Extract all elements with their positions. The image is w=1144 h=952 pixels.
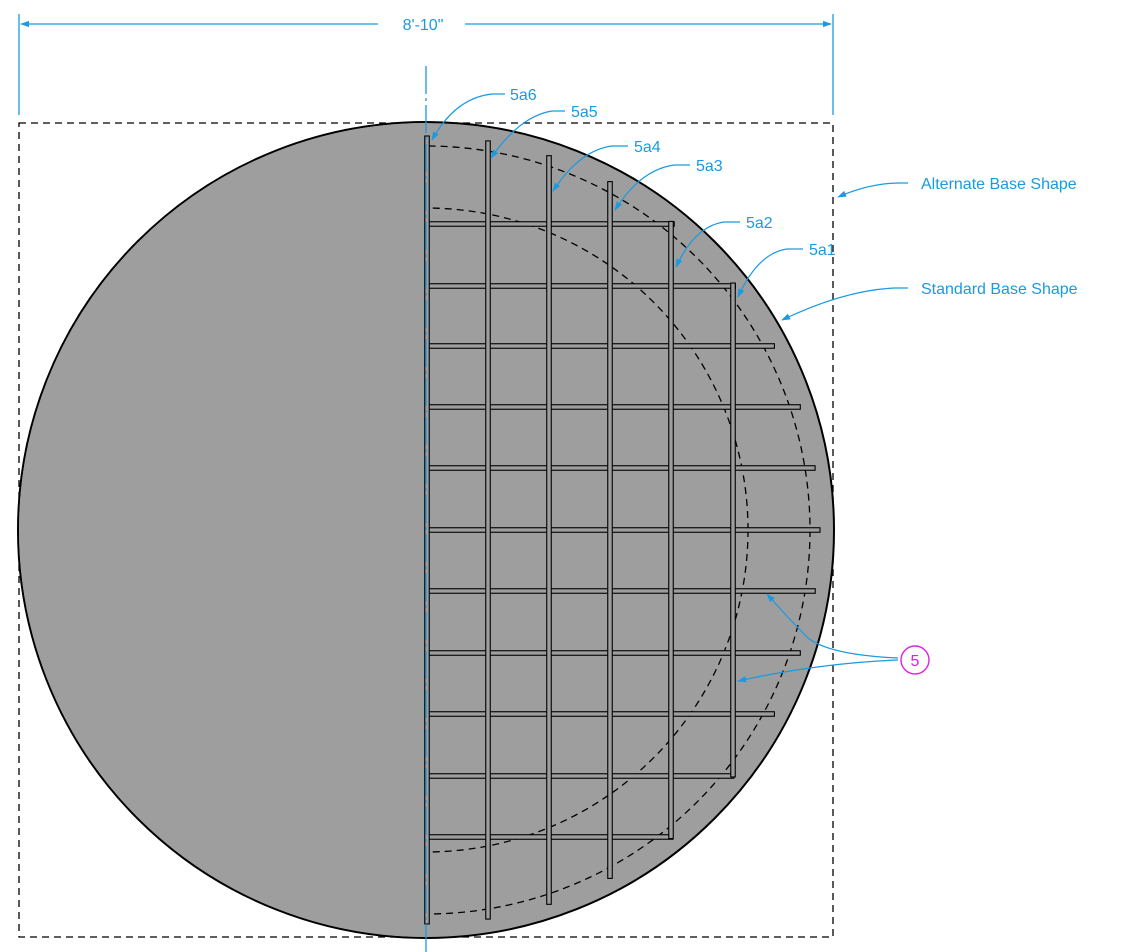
alternate-base-label: Alternate Base Shape bbox=[921, 176, 1077, 193]
horizontal-rebar bbox=[426, 283, 736, 289]
vertical-rebar bbox=[485, 140, 491, 920]
vertical-rebar bbox=[730, 282, 736, 778]
bar-mark-5a2-label: 5a2 bbox=[746, 215, 773, 232]
bar-mark-5a4-label: 5a4 bbox=[634, 139, 661, 156]
vertical-rebar bbox=[424, 135, 430, 925]
horizontal-rebar bbox=[426, 773, 735, 779]
standard-base-label: Standard Base Shape bbox=[921, 281, 1078, 298]
vertical-rebar bbox=[668, 220, 674, 840]
alternate-base-annotation: Alternate Base Shape bbox=[837, 176, 1077, 198]
bar-mark-5a1: 5a1 bbox=[737, 242, 836, 298]
horizontal-rebar bbox=[426, 650, 801, 656]
bar-mark-5a3-label: 5a3 bbox=[696, 158, 723, 175]
callout-5-number: 5 bbox=[911, 653, 920, 670]
bar-mark-5a5-label: 5a5 bbox=[571, 104, 598, 121]
bar-mark-5a6: 5a6 bbox=[431, 87, 537, 141]
dimension-label: 8'-10" bbox=[403, 17, 444, 34]
rebar-grid bbox=[424, 135, 821, 925]
bar-mark-5a1-label: 5a1 bbox=[809, 242, 836, 259]
horizontal-rebar bbox=[426, 404, 801, 410]
callout-5-bubble bbox=[900, 645, 930, 675]
callout-5: 5 bbox=[737, 593, 930, 683]
bar-mark-5a6-label: 5a6 bbox=[510, 87, 537, 104]
left-half-overlay bbox=[19, 123, 428, 937]
standard-base-annotation: Standard Base Shape bbox=[781, 281, 1078, 321]
bar-mark-5a3: 5a3 bbox=[614, 158, 723, 211]
vertical-rebar bbox=[607, 181, 613, 879]
bar-mark-5a5: 5a5 bbox=[490, 104, 598, 159]
horizontal-rebar bbox=[426, 343, 775, 349]
horizontal-rebar bbox=[426, 711, 775, 717]
bar-mark-5a4: 5a4 bbox=[552, 139, 661, 192]
bar-mark-5a2: 5a2 bbox=[675, 215, 773, 268]
vertical-rebar bbox=[546, 155, 552, 905]
overall-dimension: 8'-10" bbox=[18, 14, 834, 115]
